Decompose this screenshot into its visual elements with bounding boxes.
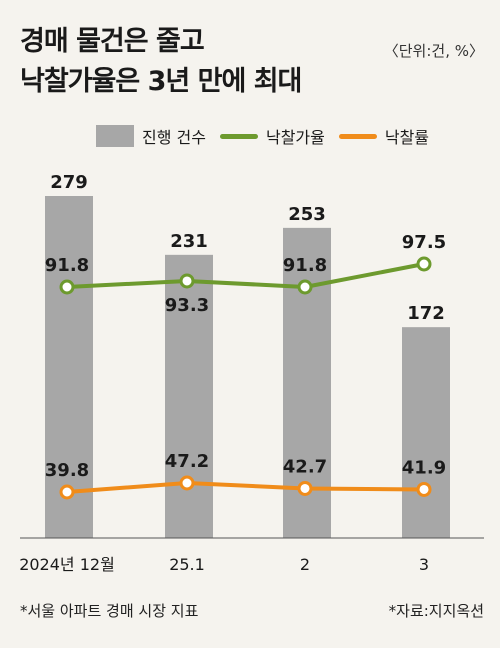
bar-value-label-0: 279 (50, 172, 88, 193)
green-value-label-0: 91.8 (45, 255, 89, 276)
orange-value-label-1: 47.2 (165, 451, 209, 472)
legend-item-line-orange: 낙찰률 (338, 124, 430, 148)
chart-title: 경매 물건은 줄고 낙찰가율은 3년 만에 최대 (20, 22, 302, 102)
footer-note: *서울 아파트 경매 시장 지표 (20, 602, 199, 620)
green-value-label-1: 93.3 (165, 295, 209, 316)
green-point-3 (416, 256, 432, 272)
legend-swatch-orange (338, 133, 377, 139)
legend-label-orange: 낙찰률 (384, 128, 430, 147)
legend-label-bar: 진행 건수 (142, 128, 206, 147)
green-value-label-3: 97.5 (402, 232, 446, 253)
bar-3 (402, 327, 450, 538)
orange-point-0 (59, 484, 75, 500)
title-line-1: 경매 물건은 줄고 (20, 26, 205, 57)
bar-value-label-3: 172 (407, 303, 445, 324)
x-tick-label-2: 2 (300, 555, 310, 574)
x-tick-label-3: 3 (419, 555, 429, 574)
orange-point-2 (297, 480, 313, 496)
orange-line (65, 481, 426, 494)
legend-item-line-green: 낙찰가율 (219, 124, 325, 148)
green-line (65, 262, 426, 289)
legend-swatch-green (219, 133, 258, 139)
orange-point-1 (179, 475, 195, 491)
orange-value-label-3: 41.9 (402, 457, 446, 478)
bar-value-label-2: 253 (288, 204, 326, 225)
x-tick-label-0: 2024년 12월 (19, 555, 115, 574)
bar-1 (165, 254, 213, 538)
orange-value-label-0: 39.8 (45, 460, 89, 481)
bar-value-label-1: 231 (170, 231, 208, 252)
legend-item-bar: 진행 건수 (96, 124, 206, 148)
chart-plot: 279 231 253 172 91.8 93.3 91.8 97.5 39.8 47.2 42.7… (19, 172, 484, 574)
x-tick-label-1: 25.1 (169, 555, 205, 574)
orange-value-label-2: 42.7 (283, 456, 327, 477)
green-value-label-2: 91.8 (283, 255, 327, 276)
unit-label: 〈단위:건, %〉 (383, 42, 484, 60)
footer-source: *자료:지지옥션 (388, 602, 484, 620)
legend-label-green: 낙찰가율 (265, 128, 325, 147)
green-point-0 (59, 279, 75, 295)
legend-swatch-bar (96, 125, 134, 147)
green-point-1 (179, 273, 195, 289)
legend: 진행 건수 낙찰가율 낙찰률 (96, 124, 429, 148)
bar-0 (45, 196, 93, 538)
title-line-2: 낙찰가율은 3년 만에 최대 (20, 66, 302, 97)
orange-point-3 (416, 481, 432, 497)
green-point-2 (297, 279, 313, 295)
